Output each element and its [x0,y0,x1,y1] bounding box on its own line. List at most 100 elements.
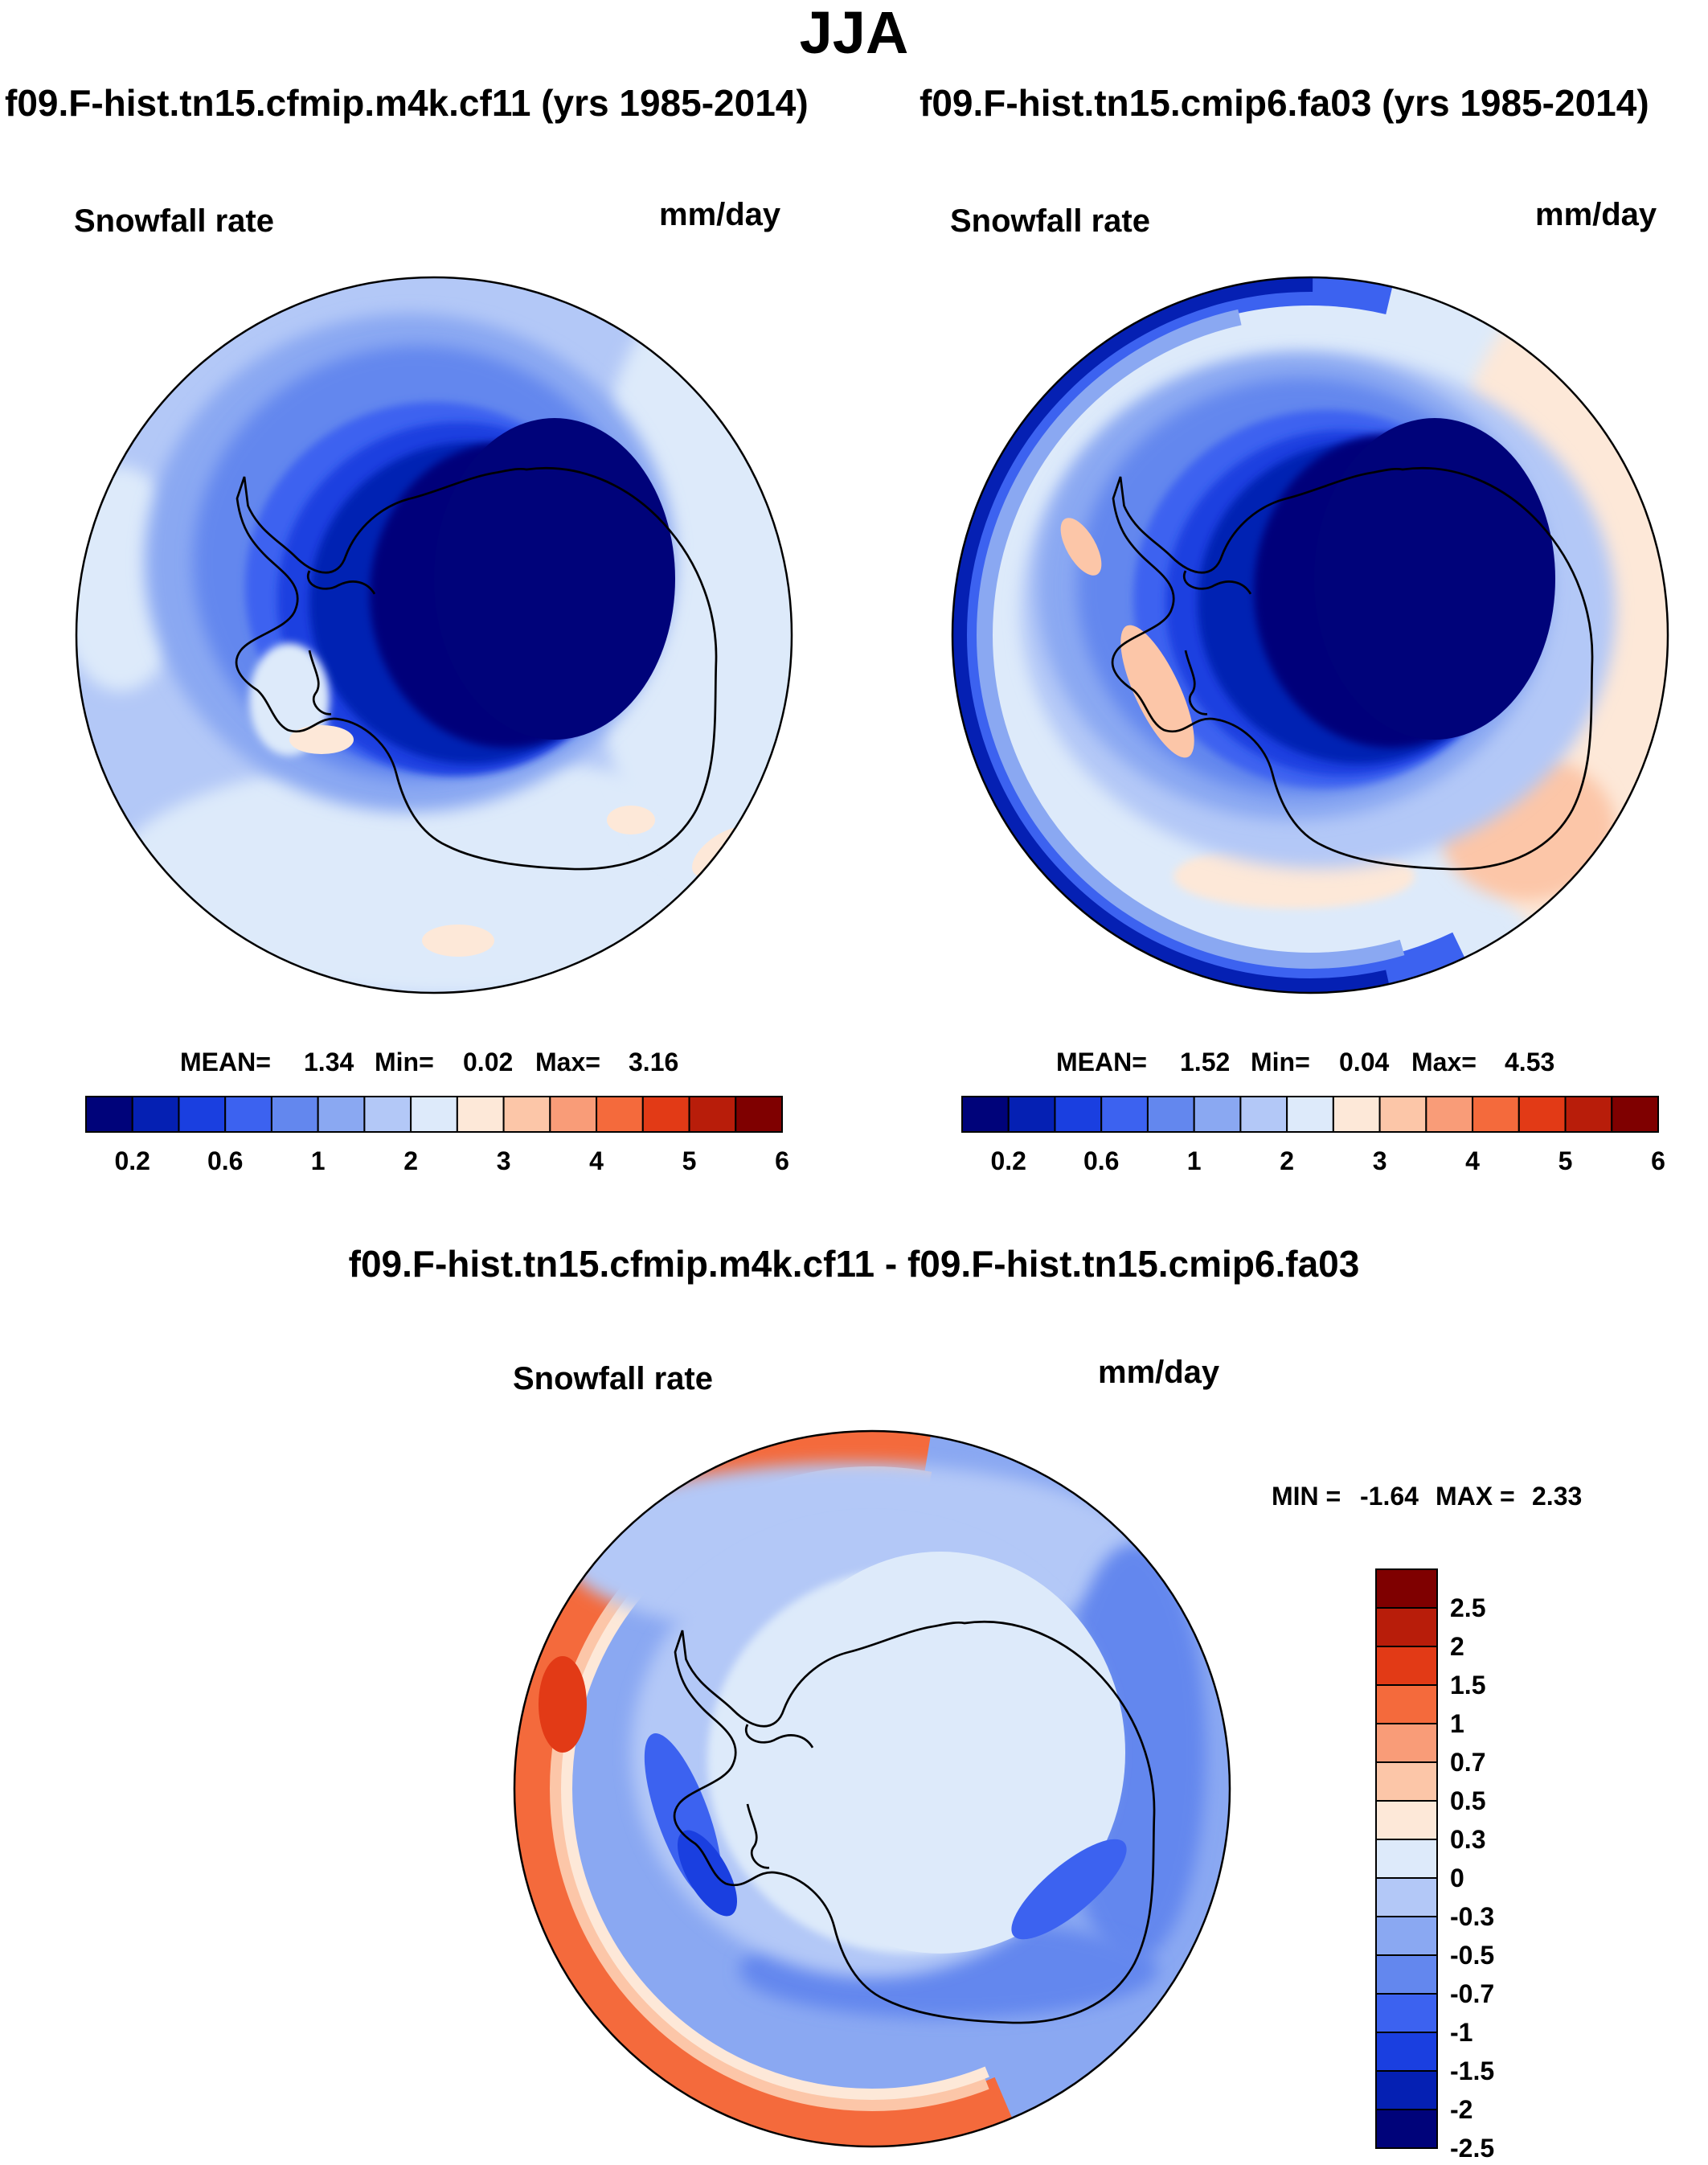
colorbar-swatch [270,1096,319,1133]
colorbar-tick-label: 2 [403,1146,419,1175]
left-min-value: 0.02 [463,1048,514,1076]
colorbar-swatch [317,1096,366,1133]
colorbar-swatch [1054,1096,1103,1133]
colorbar-swatch [1193,1096,1242,1133]
colorbar-swatch [410,1096,458,1133]
colorbar-swatch [456,1096,505,1133]
right-max-value: 4.53 [1505,1048,1555,1076]
colorbar-tick-label: 0 [1450,1864,1464,1892]
colorbar-swatch [1146,1096,1195,1133]
right-variable-label: Snowfall rate [950,203,1150,239]
colorbar-swatch [1375,2032,1438,2072]
colorbar-tick-label: -0.3 [1450,1902,1495,1931]
right-colorbar [961,1096,1660,1133]
colorbar-tick-label: 2.5 [1450,1593,1486,1622]
colorbar-tick-label: 4 [1465,1146,1480,1175]
diff-panel-title: f09.F-hist.tn15.cfmip.m4k.cf11 - f09.F-h… [348,1243,1360,1285]
colorbar-tick-label: -1 [1450,2018,1473,2047]
left-units-label: mm/day [659,197,781,232]
colorbar-tick-label: -2.5 [1450,2134,1495,2163]
colorbar-tick-label: 5 [682,1146,697,1175]
colorbar-tick-label: -2 [1450,2095,1473,2124]
left-map [75,276,793,994]
left-max-label: Max= [535,1048,600,1076]
left-colorbar [85,1096,783,1133]
colorbar-swatch [224,1096,272,1133]
colorbar-tick-label: 0.6 [207,1146,244,1175]
colorbar-tick-label: -0.5 [1450,1941,1495,1970]
left-panel-title: f09.F-hist.tn15.cfmip.m4k.cf11 (yrs 1985… [5,82,809,124]
colorbar-tick-label: 6 [1651,1146,1665,1175]
colorbar-swatch [1375,1607,1438,1647]
main-title: JJA [799,0,909,66]
colorbar-tick-label: 0.5 [1450,1786,1486,1815]
left-variable-label: Snowfall rate [74,203,274,239]
colorbar-swatch [1007,1096,1056,1133]
colorbar-swatch [1375,1684,1438,1724]
right-mean-value: 1.52 [1180,1048,1231,1076]
colorbar-swatch [1375,2070,1438,2110]
colorbar-tick-label: 1.5 [1450,1671,1486,1700]
colorbar-swatch [85,1096,133,1133]
diff-map [513,1429,1231,2148]
colorbar-swatch [688,1096,737,1133]
colorbar-swatch [1375,2109,1438,2149]
colorbar-tick-label: 2 [1280,1146,1295,1175]
diff-variable-label: Snowfall rate [513,1361,713,1396]
colorbar-tick-label: 4 [589,1146,604,1175]
colorbar-tick-label: 0.7 [1450,1748,1486,1777]
colorbar-swatch [549,1096,598,1133]
colorbar-tick-label: 6 [775,1146,789,1175]
colorbar-tick-label: 3 [496,1146,511,1175]
colorbar-swatch [1375,1954,1438,1995]
colorbar-tick-label: 1 [1186,1146,1202,1175]
right-min-value: 0.04 [1339,1048,1390,1076]
colorbar-tick-label: 2 [1450,1632,1464,1661]
diff-min-value: -1.64 [1360,1482,1419,1511]
colorbar-swatch [1100,1096,1149,1133]
diff-max-label: MAX = [1436,1482,1515,1511]
colorbar-tick-label: -0.7 [1450,1979,1495,2008]
colorbar-swatch [1378,1096,1427,1133]
right-units-label: mm/day [1535,197,1657,232]
diff-units-label: mm/day [1098,1355,1220,1390]
colorbar-swatch [961,1096,1010,1133]
colorbar-swatch [1375,1646,1438,1686]
colorbar-tick-label: 1 [1450,1709,1464,1738]
colorbar-swatch [1375,1723,1438,1763]
colorbar-swatch [1375,1877,1438,1917]
colorbar-tick-label: 0.2 [990,1146,1026,1175]
colorbar-tick-label: -1.5 [1450,2056,1495,2085]
colorbar-tick-label: 5 [1558,1146,1573,1175]
right-max-label: Max= [1411,1048,1477,1076]
left-mean-value: 1.34 [304,1048,354,1076]
diff-min-label: MIN = [1272,1482,1341,1511]
colorbar-swatch [363,1096,412,1133]
colorbar-swatch [1375,1916,1438,1956]
colorbar-swatch [641,1096,690,1133]
colorbar-swatch [502,1096,551,1133]
right-min-label: Min= [1251,1048,1310,1076]
colorbar-swatch [1375,1800,1438,1840]
colorbar-swatch [1472,1096,1520,1133]
left-max-value: 3.16 [629,1048,679,1076]
colorbar-swatch [1564,1096,1613,1133]
colorbar-tick-label: 1 [310,1146,326,1175]
colorbar-swatch [178,1096,227,1133]
colorbar-tick-label: 0.3 [1450,1825,1486,1854]
colorbar-swatch [735,1096,783,1133]
right-panel-title: f09.F-hist.tn15.cmip6.fa03 (yrs 1985-201… [920,82,1649,124]
diff-max-value: 2.33 [1532,1482,1583,1511]
colorbar-tick-label: 0.2 [114,1146,150,1175]
colorbar-swatch [1518,1096,1567,1133]
colorbar-swatch [1332,1096,1381,1133]
colorbar-swatch [1611,1096,1660,1133]
colorbar-tick-label: 3 [1372,1146,1387,1175]
colorbar-swatch [1425,1096,1474,1133]
colorbar-swatch [1375,1568,1438,1609]
colorbar-swatch [1375,1839,1438,1879]
colorbar-swatch [1239,1096,1288,1133]
colorbar-swatch [1375,1761,1438,1802]
colorbar-swatch [1375,1993,1438,2033]
